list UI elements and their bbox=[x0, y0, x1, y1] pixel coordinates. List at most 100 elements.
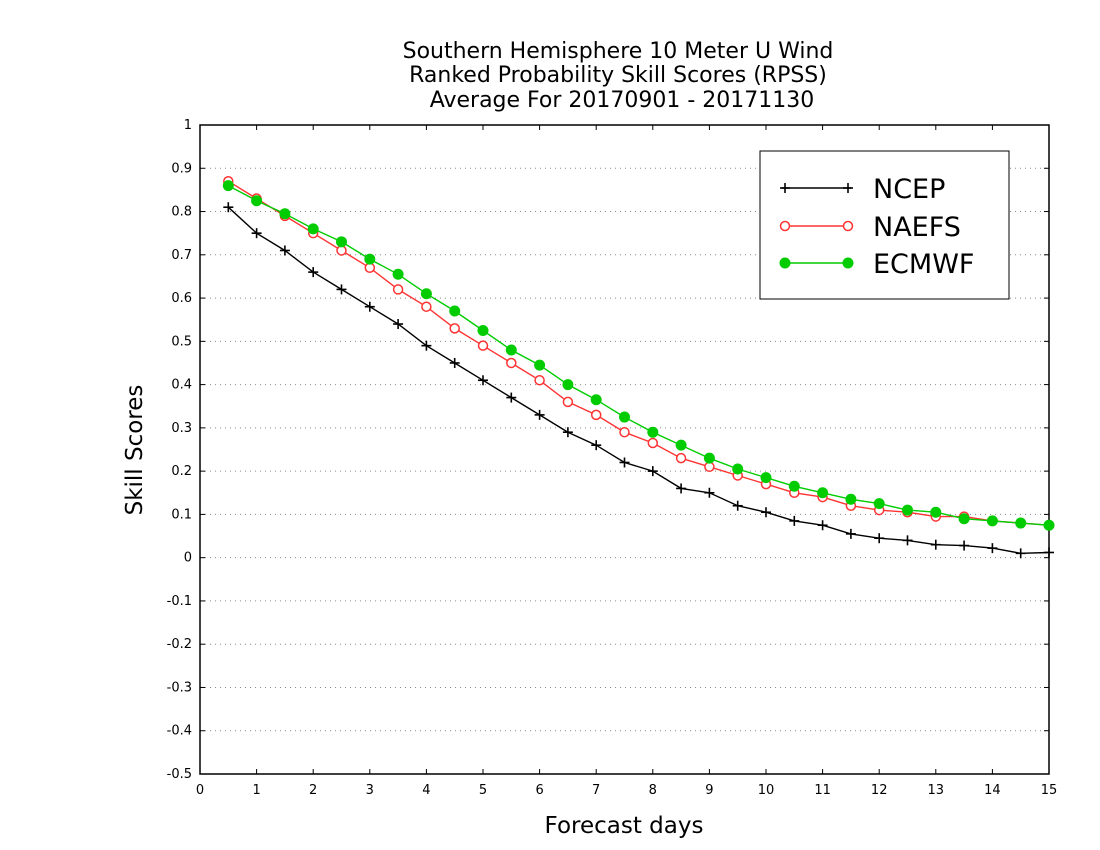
y-tick-label: 0.6 bbox=[171, 291, 192, 306]
data-point bbox=[562, 427, 573, 438]
y-axis-ticks: -0.5 -0.4 -0.3 -0.2 -0.1 0 0.1 0.2 0.3 0.4 0.5 0.6 0… bbox=[167, 118, 1049, 782]
legend-marker bbox=[779, 220, 791, 232]
y-tick-label: -0.3 bbox=[167, 680, 192, 695]
chart-title: Southern Hemisphere 10 Meter U Wind Rank… bbox=[403, 39, 834, 113]
data-point bbox=[562, 379, 574, 391]
x-tick-label: 12 bbox=[871, 783, 888, 798]
data-point bbox=[959, 540, 970, 551]
data-point bbox=[477, 325, 489, 337]
x-tick-label: 2 bbox=[309, 783, 317, 798]
data-point bbox=[760, 472, 772, 484]
data-point bbox=[789, 515, 800, 526]
x-tick-label: 7 bbox=[592, 783, 600, 798]
data-point bbox=[619, 411, 630, 423]
data-point bbox=[676, 483, 687, 494]
x-tick-label: 11 bbox=[814, 783, 831, 798]
data-point bbox=[704, 487, 715, 498]
legend: NCEP NAEFS ECMWF bbox=[759, 150, 1010, 300]
data-point bbox=[336, 236, 347, 248]
data-point bbox=[1044, 547, 1054, 558]
y-tick-label: -0.1 bbox=[167, 594, 192, 609]
data-point bbox=[591, 440, 602, 451]
y-tick-label: 0.1 bbox=[171, 507, 192, 522]
legend-item-ncep: NCEP bbox=[780, 174, 945, 205]
data-point bbox=[845, 528, 856, 539]
data-point bbox=[817, 487, 829, 499]
data-point bbox=[336, 245, 347, 256]
data-point bbox=[675, 439, 687, 451]
y-axis-label: Skill Scores bbox=[122, 385, 148, 516]
x-tick-label: 4 bbox=[422, 783, 430, 798]
series-ncep bbox=[223, 202, 1054, 559]
series-layer bbox=[222, 175, 1055, 559]
data-point bbox=[279, 208, 291, 220]
x-axis-ticks: 0 1 2 3 4 5 6 7 8 9 10 11 12 13 14 15 bbox=[196, 125, 1057, 798]
data-point bbox=[902, 535, 913, 546]
data-point bbox=[562, 396, 574, 408]
data-point bbox=[279, 245, 290, 256]
y-tick-label: 0.8 bbox=[171, 205, 192, 220]
data-point bbox=[534, 359, 546, 371]
legend-label: ECMWF bbox=[873, 249, 974, 280]
legend-label: NAEFS bbox=[873, 212, 961, 243]
legend-marker bbox=[780, 183, 790, 193]
data-point bbox=[873, 498, 885, 510]
data-point bbox=[647, 466, 658, 477]
data-point bbox=[817, 520, 828, 531]
y-tick-label: 0 bbox=[184, 551, 192, 566]
data-point bbox=[1015, 517, 1027, 529]
data-point bbox=[845, 493, 857, 505]
x-tick-label: 0 bbox=[196, 783, 204, 798]
data-point bbox=[930, 539, 941, 550]
data-point bbox=[647, 437, 659, 449]
data-point bbox=[874, 533, 885, 544]
data-point bbox=[534, 409, 545, 420]
x-tick-label: 14 bbox=[984, 783, 1001, 798]
legend-marker bbox=[842, 220, 854, 232]
legend-marker bbox=[842, 257, 854, 269]
data-point bbox=[420, 288, 432, 300]
x-tick-label: 1 bbox=[252, 783, 260, 798]
y-tick-label: 0.2 bbox=[171, 464, 192, 479]
legend-marker bbox=[843, 183, 853, 193]
data-point bbox=[505, 344, 517, 356]
data-point bbox=[590, 394, 602, 406]
x-tick-label: 5 bbox=[479, 783, 487, 798]
data-point bbox=[647, 426, 659, 438]
data-point bbox=[732, 463, 744, 475]
data-point bbox=[364, 253, 376, 265]
data-point bbox=[958, 513, 970, 525]
data-point bbox=[421, 340, 432, 351]
plot-frame bbox=[199, 124, 1050, 775]
data-point bbox=[392, 268, 404, 280]
data-point bbox=[788, 480, 800, 492]
data-point bbox=[1015, 548, 1026, 559]
x-tick-label: 15 bbox=[1041, 783, 1058, 798]
data-point bbox=[336, 284, 347, 295]
y-tick-label: 1 bbox=[184, 118, 192, 133]
legend-box bbox=[759, 150, 1010, 300]
data-point bbox=[251, 228, 262, 239]
data-point bbox=[421, 301, 432, 312]
x-tick-label: 8 bbox=[649, 783, 657, 798]
y-tick-label: 0.9 bbox=[171, 161, 192, 176]
legend-marker bbox=[779, 257, 791, 269]
data-point bbox=[251, 195, 263, 207]
legend-item-ecmwf: ECMWF bbox=[779, 249, 974, 280]
data-point bbox=[902, 504, 913, 516]
data-point bbox=[732, 500, 743, 511]
y-tick-label: 0.3 bbox=[171, 421, 192, 436]
data-point bbox=[223, 202, 234, 213]
y-tick-label: -0.2 bbox=[167, 637, 192, 652]
data-point bbox=[534, 375, 545, 386]
data-point bbox=[590, 409, 602, 421]
data-point bbox=[222, 180, 234, 192]
data-point bbox=[449, 323, 460, 334]
x-tick-label: 13 bbox=[928, 783, 945, 798]
y-tick-label: 0.7 bbox=[171, 248, 192, 263]
title-line-1: Southern Hemisphere 10 Meter U Wind bbox=[403, 39, 834, 64]
data-point bbox=[392, 284, 404, 295]
data-point bbox=[761, 507, 771, 518]
data-point bbox=[704, 461, 715, 473]
